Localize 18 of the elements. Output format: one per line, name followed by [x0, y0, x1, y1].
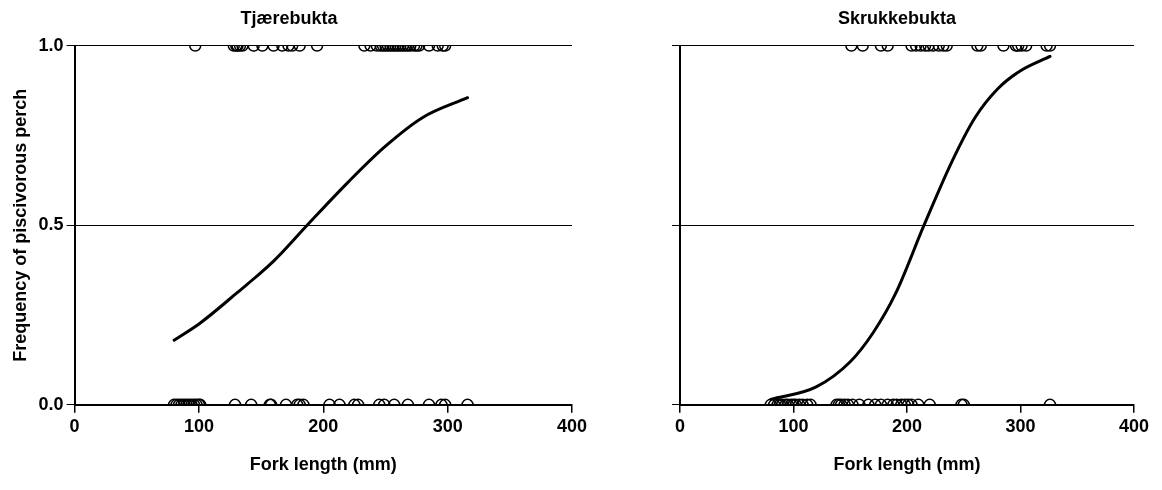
x-tick-label: 400 — [556, 415, 588, 436]
chart-title: Skrukkebukta — [837, 7, 958, 28]
chart-title: Tjærebukta — [240, 7, 339, 28]
y-tick-label: 0.5 — [38, 214, 64, 235]
x-tick-label: 100 — [778, 415, 809, 436]
x-axis-title: Fork length (mm) — [249, 454, 397, 475]
x-axis-title: Fork length (mm) — [833, 454, 981, 475]
x-tick-label: 100 — [183, 415, 214, 436]
x-tick-label: 400 — [1118, 415, 1150, 436]
x-tick-label: 300 — [1005, 415, 1036, 436]
y-axis-title: Frequency of piscivorous perch — [9, 88, 30, 362]
x-tick-label: 300 — [432, 415, 463, 436]
y-tick-label: 0.0 — [38, 393, 64, 414]
x-tick-label: 0 — [674, 415, 686, 436]
x-tick-label: 0 — [69, 415, 80, 436]
x-tick-label: 200 — [891, 415, 923, 436]
y-tick-label: 1.0 — [38, 34, 64, 55]
x-tick-label: 200 — [308, 415, 339, 436]
